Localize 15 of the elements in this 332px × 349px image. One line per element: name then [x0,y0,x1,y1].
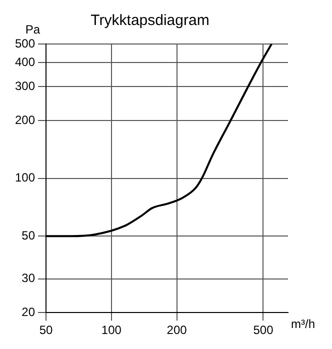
y-tick-label: 20 [22,304,36,319]
x-axis-title: m³/h [291,316,315,331]
x-tick-label: 200 [166,323,188,338]
y-tick-label: 30 [22,271,36,286]
y-tick-label: 500 [14,36,36,50]
y-axis-title: Pa [25,22,40,36]
y-tick-label: 400 [14,54,36,69]
x-tick-label: 100 [101,323,122,338]
x-tick-label: 500 [253,323,274,338]
x-tick-label: 50 [39,323,54,338]
y-tick-label: 100 [14,170,36,185]
y-tick-label: 300 [14,78,36,93]
y-tick-label: 200 [14,112,36,127]
y-tick-label: 50 [22,228,36,242]
chart-title: Trykktapsdiagram [90,12,210,30]
